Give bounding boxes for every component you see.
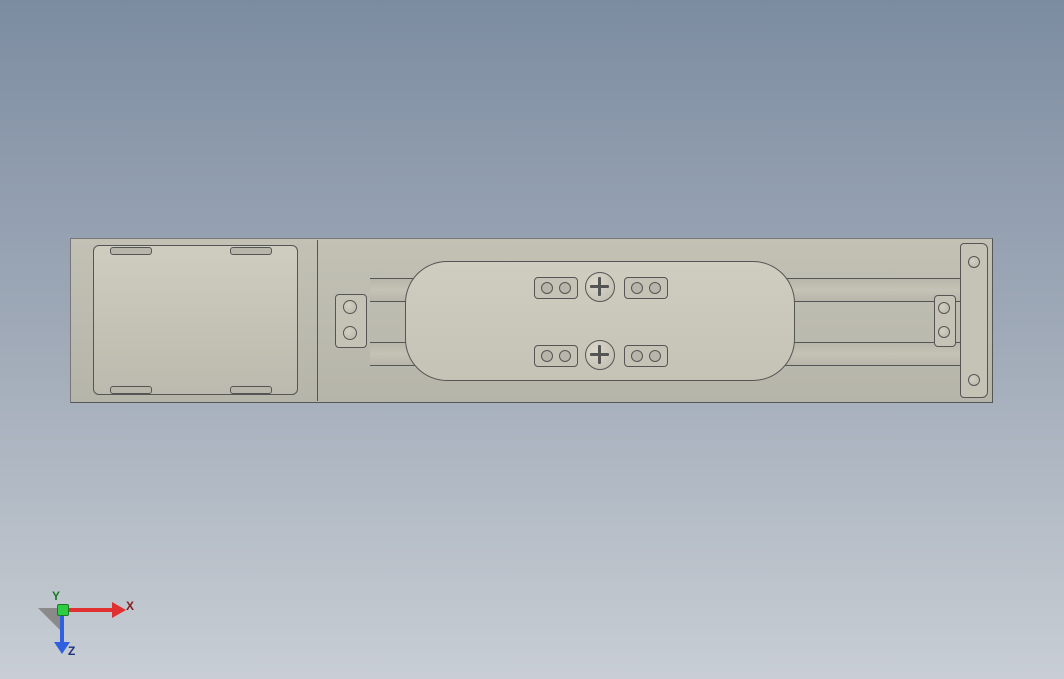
carriage-holepair-br (624, 345, 668, 367)
bracket-left-screw-lower (343, 326, 357, 340)
triad-x-label: X (126, 599, 134, 613)
body-section-divider (317, 240, 318, 401)
triad-z-axis (60, 614, 64, 644)
motor-bottom-slots (100, 386, 290, 394)
bracket-left-screw-upper (343, 300, 357, 314)
motor-block (93, 245, 298, 395)
triad-y-label: Y (52, 589, 60, 603)
endcap-screw-lower (968, 374, 980, 386)
endcap-screw-upper (968, 256, 980, 268)
triad-x-arrowhead (112, 602, 126, 618)
triad-z-label: Z (68, 644, 75, 658)
motor-top-slots (100, 247, 290, 255)
carriage-phillips-lower (585, 340, 615, 370)
triad-origin-y (57, 604, 69, 616)
carriage-phillips-upper (585, 272, 615, 302)
cad-viewport[interactable]: X Y Z (0, 0, 1064, 679)
carriage-holepair-tr (624, 277, 668, 299)
bracket-right-screw-lower (938, 326, 950, 338)
coordinate-triad[interactable]: X Y Z (38, 582, 128, 652)
carriage-holepair-bl (534, 345, 578, 367)
bracket-right-screw-upper (938, 302, 950, 314)
carriage-holepair-tl (534, 277, 578, 299)
triad-x-axis (66, 608, 114, 612)
